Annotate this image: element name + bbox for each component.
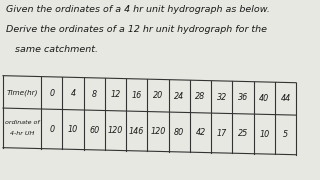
Text: 42: 42 <box>196 128 206 137</box>
Text: 146: 146 <box>129 127 144 136</box>
Text: 24: 24 <box>174 92 184 101</box>
Text: Time(hr): Time(hr) <box>6 89 38 96</box>
Text: 10: 10 <box>259 130 269 139</box>
Text: 16: 16 <box>132 91 142 100</box>
Text: 40: 40 <box>259 94 269 103</box>
Text: 4: 4 <box>70 89 76 98</box>
Text: 17: 17 <box>217 129 227 138</box>
Text: Given the ordinates of a 4 hr unit hydrograph as below.: Given the ordinates of a 4 hr unit hydro… <box>6 5 270 14</box>
Text: 8: 8 <box>92 90 97 99</box>
Text: 120: 120 <box>108 126 123 135</box>
Text: ordinate of: ordinate of <box>5 120 39 125</box>
Text: 60: 60 <box>89 126 100 135</box>
Text: 28: 28 <box>196 92 206 101</box>
Text: 120: 120 <box>150 127 166 136</box>
Text: 25: 25 <box>238 129 248 138</box>
Text: 4-hr UH: 4-hr UH <box>10 131 34 136</box>
Text: 36: 36 <box>238 93 248 102</box>
Text: 0: 0 <box>49 125 54 134</box>
Text: 10: 10 <box>68 125 78 134</box>
Text: 44: 44 <box>280 94 291 103</box>
Text: 12: 12 <box>110 90 121 99</box>
Text: same catchment.: same catchment. <box>15 45 98 54</box>
Text: 32: 32 <box>217 93 227 102</box>
Text: Derive the ordinates of a 12 hr unit hydrograph for the: Derive the ordinates of a 12 hr unit hyd… <box>6 25 267 34</box>
Text: 0: 0 <box>49 89 54 98</box>
Text: 20: 20 <box>153 91 163 100</box>
Text: 5: 5 <box>283 130 288 139</box>
Text: 80: 80 <box>174 128 184 137</box>
